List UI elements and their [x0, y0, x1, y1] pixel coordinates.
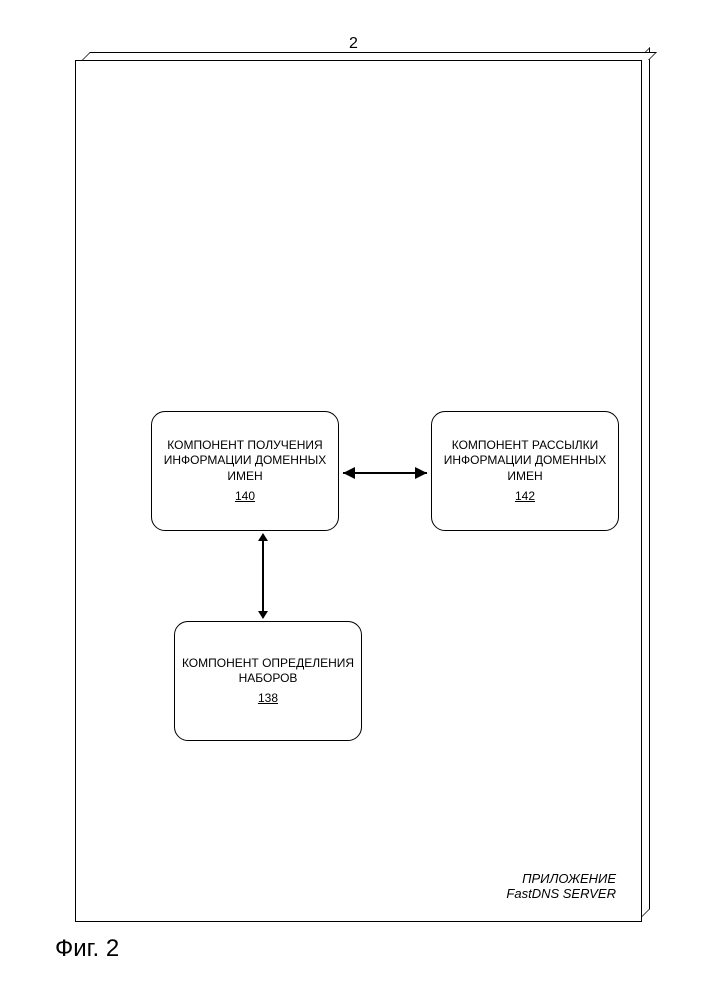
node-number: 140: [235, 489, 255, 505]
arrow-140-138: [256, 531, 270, 628]
node-number: 138: [258, 691, 278, 707]
node-label-line2: ИНФОРМАЦИИ ДОМЕННЫХ ИМЕН: [158, 453, 332, 484]
app-label-line2: FastDNS SERVER: [506, 886, 616, 901]
node-label-line1: КОМПОНЕНТ ОПРЕДЕЛЕНИЯ: [182, 656, 354, 672]
node-sets-component: КОМПОНЕНТ ОПРЕДЕЛЕНИЯ НАБОРОВ 138: [174, 621, 362, 741]
arrow-140-142: [339, 466, 431, 485]
node-receive-component: КОМПОНЕНТ ПОЛУЧЕНИЯ ИНФОРМАЦИИ ДОМЕННЫХ …: [151, 411, 339, 531]
app-label-line1: ПРИЛОЖЕНИЕ: [506, 871, 616, 886]
page-number: 2: [0, 35, 707, 53]
node-number: 142: [515, 489, 535, 505]
app-container: КОМПОНЕНТ ПОЛУЧЕНИЯ ИНФОРМАЦИИ ДОМЕННЫХ …: [75, 60, 642, 922]
node-label-line2: ИНФОРМАЦИИ ДОМЕННЫХ ИМЕН: [438, 453, 612, 484]
node-label-line2: НАБОРОВ: [239, 671, 298, 687]
app-label: ПРИЛОЖЕНИЕ FastDNS SERVER: [506, 871, 616, 901]
figure-caption: Фиг. 2: [55, 935, 119, 963]
node-label-line1: КОМПОНЕНТ РАССЫЛКИ: [452, 438, 599, 454]
node-broadcast-component: КОМПОНЕНТ РАССЫЛКИ ИНФОРМАЦИИ ДОМЕННЫХ И…: [431, 411, 619, 531]
node-label-line1: КОМПОНЕНТ ПОЛУЧЕНИЯ: [167, 438, 322, 454]
